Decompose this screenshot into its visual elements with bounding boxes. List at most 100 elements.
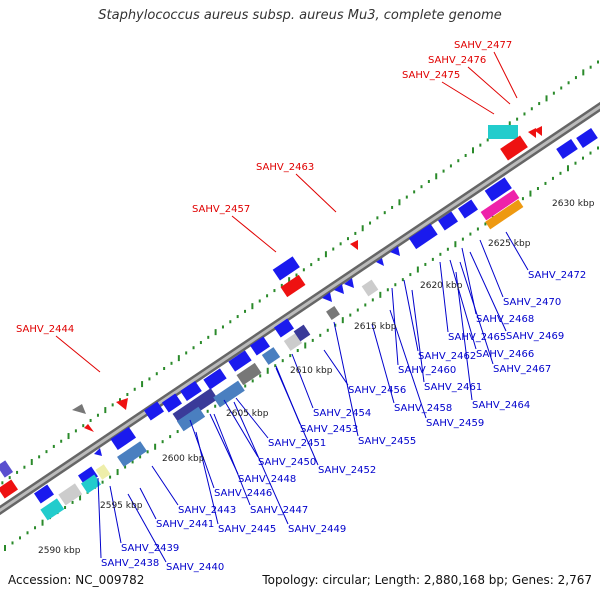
gene-label-sahv_2448[interactable]: SAHV_2448 [238, 474, 296, 485]
gene-feature[interactable] [272, 256, 300, 281]
gene-features [0, 125, 598, 521]
gene-feature[interactable] [0, 460, 14, 478]
gene-arrow[interactable] [534, 126, 542, 136]
gene-label-sahv_2475[interactable]: SAHV_2475 [402, 70, 460, 81]
gene-label-sahv_2462[interactable]: SAHV_2462 [418, 351, 476, 362]
gene-label-sahv_2447[interactable]: SAHV_2447 [250, 505, 308, 516]
gene-feature[interactable] [144, 401, 164, 421]
gene-label-sahv_2441[interactable]: SAHV_2441 [156, 519, 214, 530]
gene-label-sahv_2477[interactable]: SAHV_2477 [454, 40, 512, 51]
gene-arrow[interactable] [116, 398, 128, 410]
gene-label-sahv_2445[interactable]: SAHV_2445 [218, 524, 276, 535]
gene-feature[interactable] [274, 318, 294, 338]
gene-feature[interactable] [283, 333, 303, 351]
label-connector [139, 487, 157, 520]
gene-arrow[interactable] [72, 404, 86, 414]
label-connector [469, 251, 507, 332]
gene-feature[interactable] [261, 347, 281, 365]
gene-label-sahv_2452[interactable]: SAHV_2452 [318, 465, 376, 476]
gene-feature[interactable] [0, 479, 18, 499]
gene-arrow[interactable] [334, 284, 344, 294]
gene-arrow[interactable] [350, 240, 358, 250]
gene-feature[interactable] [280, 274, 306, 298]
gene-label-sahv_2469[interactable]: SAHV_2469 [506, 331, 564, 342]
gene-arrow[interactable] [344, 278, 354, 288]
gene-feature[interactable] [34, 484, 54, 504]
gene-label-sahv_2440[interactable]: SAHV_2440 [166, 562, 224, 573]
gene-feature[interactable] [81, 474, 101, 494]
gene-feature[interactable] [480, 189, 520, 221]
gene-feature[interactable] [176, 406, 206, 432]
gene-label-sahv_2456[interactable]: SAHV_2456 [348, 385, 406, 396]
gene-arrow[interactable] [322, 292, 332, 302]
label-connector [235, 397, 269, 439]
gene-feature[interactable] [576, 127, 598, 149]
gene-label-sahv_2446[interactable]: SAHV_2446 [214, 488, 272, 499]
gene-feature[interactable] [203, 368, 227, 390]
gene-feature[interactable] [180, 380, 202, 402]
inner-tick-row [4, 146, 599, 551]
gene-feature[interactable] [484, 177, 512, 202]
gene-feature[interactable] [488, 125, 518, 139]
gene-feature[interactable] [117, 441, 147, 467]
gene-feature[interactable] [556, 138, 578, 160]
label-connector [233, 401, 289, 525]
gene-label-sahv_2439[interactable]: SAHV_2439 [121, 543, 179, 554]
gene-label-sahv_2451[interactable]: SAHV_2451 [268, 438, 326, 449]
label-connector [195, 431, 219, 525]
gene-feature[interactable] [172, 388, 218, 425]
gene-feature[interactable] [78, 466, 98, 486]
gene-label-sahv_2453[interactable]: SAHV_2453 [300, 424, 358, 435]
gene-arrow[interactable] [94, 448, 102, 456]
gene-arrow[interactable] [376, 258, 384, 266]
gene-feature[interactable] [95, 464, 111, 480]
gene-feature[interactable] [438, 211, 458, 231]
gene-label-sahv_2467[interactable]: SAHV_2467 [493, 364, 551, 375]
gene-feature[interactable] [58, 483, 83, 506]
gene-feature[interactable] [110, 426, 137, 450]
gene-label-sahv_2460[interactable]: SAHV_2460 [398, 365, 456, 376]
gene-feature[interactable] [500, 135, 528, 161]
gene-label-sahv_2472[interactable]: SAHV_2472 [528, 270, 586, 281]
label-connector [411, 289, 425, 383]
gene-label-sahv_2444[interactable]: SAHV_2444 [16, 324, 74, 335]
gene-feature[interactable] [40, 498, 65, 521]
gene-feature[interactable] [250, 336, 270, 356]
genome-summary: Topology: circular; Length: 2,880,168 bp… [262, 573, 592, 587]
gene-label-sahv_2455[interactable]: SAHV_2455 [358, 436, 416, 447]
gene-label-sahv_2459[interactable]: SAHV_2459 [426, 418, 484, 429]
gene-feature[interactable] [293, 324, 311, 342]
gene-label-sahv_2443[interactable]: SAHV_2443 [178, 505, 236, 516]
gene-label-sahv_2449[interactable]: SAHV_2449 [288, 524, 346, 535]
gene-label-sahv_2464[interactable]: SAHV_2464 [472, 400, 530, 411]
gene-feature[interactable] [213, 380, 245, 408]
gene-feature[interactable] [485, 199, 524, 230]
kbp-tick-label: 2605 kbp [226, 409, 269, 419]
gene-arrow[interactable] [528, 128, 536, 138]
label-connector [127, 493, 167, 563]
gene-feature[interactable] [162, 393, 182, 413]
gene-arrow[interactable] [390, 246, 400, 256]
gene-label-sahv_2438[interactable]: SAHV_2438 [101, 558, 159, 569]
gene-feature[interactable] [326, 306, 340, 320]
gene-label-sahv_2466[interactable]: SAHV_2466 [476, 349, 534, 360]
gene-feature[interactable] [458, 199, 478, 219]
gene-feature[interactable] [408, 223, 438, 250]
gene-feature[interactable] [361, 279, 379, 297]
gene-label-sahv_2458[interactable]: SAHV_2458 [394, 403, 452, 414]
gene-label-sahv_2454[interactable]: SAHV_2454 [313, 408, 371, 419]
gene-label-sahv_2476[interactable]: SAHV_2476 [428, 55, 486, 66]
label-connector [403, 279, 419, 352]
gene-arrow[interactable] [84, 424, 94, 432]
gene-feature[interactable] [228, 350, 252, 372]
gene-label-sahv_2450[interactable]: SAHV_2450 [258, 457, 316, 468]
gene-label-sahv_2470[interactable]: SAHV_2470 [503, 297, 561, 308]
label-connector [295, 173, 337, 213]
gene-label-sahv_2457[interactable]: SAHV_2457 [192, 204, 250, 215]
gene-label-sahv_2468[interactable]: SAHV_2468 [476, 314, 534, 325]
label-connector [467, 66, 511, 105]
gene-label-sahv_2465[interactable]: SAHV_2465 [448, 332, 506, 343]
gene-feature[interactable] [236, 362, 262, 386]
gene-label-sahv_2461[interactable]: SAHV_2461 [424, 382, 482, 393]
gene-label-sahv_2463[interactable]: SAHV_2463 [256, 162, 314, 173]
